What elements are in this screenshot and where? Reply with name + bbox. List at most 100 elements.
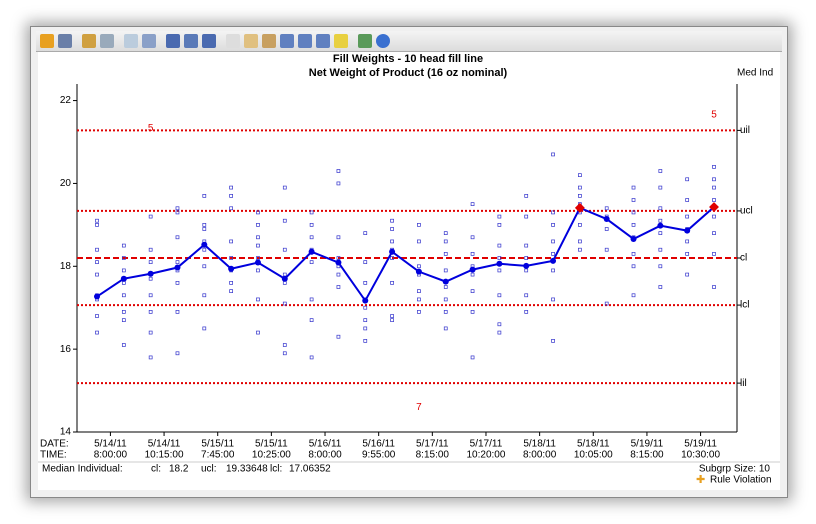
tool-icon[interactable] bbox=[334, 34, 348, 48]
individual-point bbox=[712, 214, 716, 219]
tool-icon[interactable] bbox=[244, 34, 258, 48]
individual-point bbox=[443, 252, 448, 256]
tool-icon[interactable] bbox=[202, 34, 216, 48]
subgroup-size: Subgrp Size: 10 bbox=[699, 464, 771, 475]
individual-point bbox=[631, 185, 636, 190]
individual-point bbox=[336, 169, 341, 173]
individual-point bbox=[363, 318, 368, 322]
individual-point bbox=[309, 235, 314, 240]
legend-icon: ✚ bbox=[696, 474, 705, 486]
x-tick-label: 8:00:00 bbox=[308, 450, 342, 461]
individual-point bbox=[256, 330, 260, 335]
individual-point bbox=[443, 310, 448, 314]
median-point bbox=[94, 293, 100, 300]
individual-point bbox=[712, 165, 716, 169]
individual-point bbox=[175, 260, 180, 264]
tool-icon[interactable] bbox=[166, 34, 180, 48]
y-tick-label: 20 bbox=[60, 178, 72, 189]
individual-point bbox=[685, 252, 690, 256]
individual-point bbox=[256, 268, 260, 273]
tool-icon[interactable] bbox=[58, 34, 72, 48]
x-tick-label: 5/18/11 bbox=[577, 439, 610, 450]
x-tick-label: 8:15:00 bbox=[416, 450, 450, 461]
individual-point bbox=[712, 198, 716, 202]
tool-icon[interactable] bbox=[376, 34, 390, 48]
individual-point bbox=[202, 227, 207, 231]
x-tick-label: 5/17/11 bbox=[416, 439, 449, 450]
median-point bbox=[630, 235, 637, 242]
summary: 17.06352 bbox=[289, 464, 331, 475]
individual-point bbox=[470, 355, 475, 360]
individual-point bbox=[148, 260, 153, 264]
individual-point bbox=[95, 218, 99, 223]
individual-point bbox=[524, 293, 529, 298]
individual-point bbox=[390, 218, 394, 223]
summary: 19.33648 bbox=[226, 464, 268, 475]
individual-point bbox=[631, 210, 636, 215]
median-point bbox=[228, 265, 235, 272]
tool-icon[interactable] bbox=[124, 34, 138, 48]
individual-point bbox=[363, 339, 368, 343]
individual-point bbox=[497, 330, 502, 335]
tool-icon[interactable] bbox=[82, 34, 96, 48]
individual-point bbox=[497, 293, 502, 298]
individual-point bbox=[309, 210, 314, 215]
individual-point bbox=[712, 231, 716, 235]
individual-point bbox=[363, 281, 368, 285]
tool-icon[interactable] bbox=[298, 34, 312, 48]
individual-point bbox=[712, 252, 716, 256]
x-tick-label: 10:30:00 bbox=[681, 450, 720, 461]
row-label: TIME: bbox=[40, 450, 67, 461]
individual-point bbox=[712, 285, 716, 289]
summary: Median Individual: bbox=[42, 464, 123, 475]
individual-point bbox=[470, 252, 475, 256]
median-point bbox=[281, 275, 288, 282]
tool-icon[interactable] bbox=[262, 34, 276, 48]
tool-icon[interactable] bbox=[40, 34, 54, 48]
individual-point bbox=[282, 351, 287, 356]
individual-point bbox=[497, 223, 502, 227]
individual-point bbox=[229, 239, 233, 244]
tool-icon[interactable] bbox=[358, 34, 372, 48]
axis-title: Med Ind bbox=[737, 68, 773, 79]
tool-icon[interactable] bbox=[100, 34, 114, 48]
individual-point bbox=[390, 256, 394, 260]
tool-icon[interactable] bbox=[184, 34, 198, 48]
tool-icon[interactable] bbox=[226, 34, 240, 48]
annotation: 7 bbox=[416, 402, 422, 413]
individual-point bbox=[148, 310, 153, 314]
individual-point bbox=[309, 260, 314, 264]
tool-icon[interactable] bbox=[316, 34, 330, 48]
individual-point bbox=[175, 310, 180, 314]
individual-point bbox=[443, 297, 448, 302]
individual-point bbox=[470, 272, 475, 277]
y-tick-label: 18 bbox=[60, 261, 72, 272]
tool-icon[interactable] bbox=[280, 34, 294, 48]
individual-point bbox=[524, 256, 529, 260]
median-point bbox=[523, 262, 530, 269]
legend-label: Rule Violation bbox=[710, 475, 772, 486]
tool-icon[interactable] bbox=[142, 34, 156, 48]
individual-point bbox=[336, 181, 341, 186]
individual-point bbox=[551, 152, 555, 157]
individual-point bbox=[121, 243, 126, 248]
individual-point bbox=[631, 252, 636, 256]
x-tick-label: 5/19/11 bbox=[631, 439, 664, 450]
median-point bbox=[550, 257, 557, 264]
y-tick-label: 14 bbox=[60, 427, 72, 438]
individual-point bbox=[175, 210, 180, 215]
annotation: 5 bbox=[711, 110, 717, 121]
individual-point bbox=[551, 268, 555, 273]
individual-point bbox=[604, 247, 609, 252]
x-tick-label: 5/17/11 bbox=[470, 439, 503, 450]
individual-point bbox=[551, 210, 555, 215]
individual-point bbox=[658, 285, 663, 289]
individual-point bbox=[363, 260, 368, 264]
individual-point bbox=[256, 223, 260, 227]
violation-point bbox=[574, 202, 585, 213]
x-tick-label: 5/18/11 bbox=[523, 439, 556, 450]
individual-point bbox=[175, 281, 180, 285]
individual-point bbox=[202, 247, 207, 252]
x-tick-label: 5/15/11 bbox=[201, 439, 234, 450]
